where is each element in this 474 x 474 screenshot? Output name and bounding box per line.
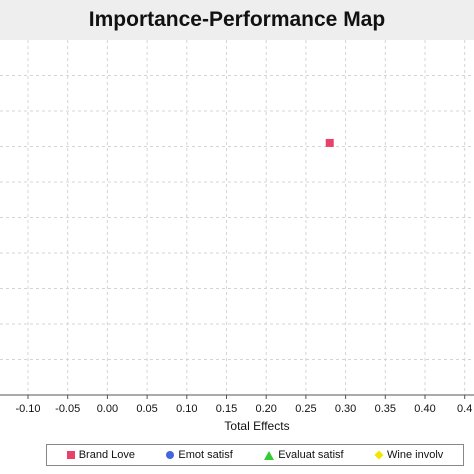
x-tick-label: 0.40 xyxy=(414,403,435,415)
x-tick-label: -0.05 xyxy=(55,403,80,415)
chart-legend: Brand Love Emot satisf Evaluat satisf Wi… xyxy=(46,444,464,466)
x-tick-label: 0.25 xyxy=(295,403,316,415)
legend-item-evaluat-satisf: Evaluat satisf xyxy=(264,449,344,461)
x-tick-label: -0.10 xyxy=(15,403,40,415)
x-tick-label: 0.15 xyxy=(216,403,237,415)
x-tick-label: 0.4 xyxy=(457,403,472,415)
legend-item-brand-love: Brand Love xyxy=(66,449,135,461)
data-point-brand-love xyxy=(325,138,334,147)
chart-title: Importance-Performance Map xyxy=(88,8,386,31)
x-tick-label: 0.35 xyxy=(375,403,396,415)
x-tick-label: 0.00 xyxy=(97,403,118,415)
square-marker-icon xyxy=(66,451,75,459)
legend-label-brand-love: Brand Love xyxy=(78,449,135,461)
diamond-marker-icon xyxy=(374,450,384,460)
chart-title-band: Importance-Performance Map xyxy=(0,0,474,40)
legend-label-wine-involv: Wine involv xyxy=(387,449,444,461)
x-tick-label: 0.30 xyxy=(335,403,356,415)
legend-item-wine-involv: Wine involv xyxy=(374,449,444,461)
legend-label-evaluat-satisf: Evaluat satisf xyxy=(278,449,344,461)
x-tick-label: 0.05 xyxy=(136,403,157,415)
legend-label-emot-satisf: Emot satisf xyxy=(178,449,233,461)
legend-item-emot-satisf: Emot satisf xyxy=(166,449,233,461)
x-tick-label: 0.10 xyxy=(176,403,197,415)
triangle-marker-icon xyxy=(264,450,275,460)
x-axis-title: Total Effects xyxy=(224,419,289,433)
x-tick-label: 0.20 xyxy=(255,403,276,415)
circle-marker-icon xyxy=(166,451,175,459)
